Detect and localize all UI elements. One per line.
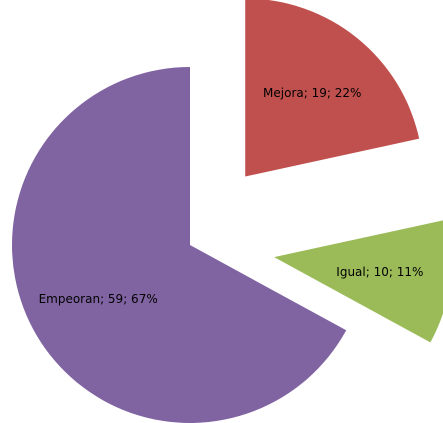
pie-slice [12, 67, 347, 423]
pie-slice [274, 220, 443, 343]
pie-slice [245, 0, 420, 177]
data-label: Igual; 10; 11% [336, 265, 423, 279]
data-label: Mejora; 19; 22% [263, 86, 361, 100]
data-label: Empeoran; 59; 67% [39, 292, 158, 306]
